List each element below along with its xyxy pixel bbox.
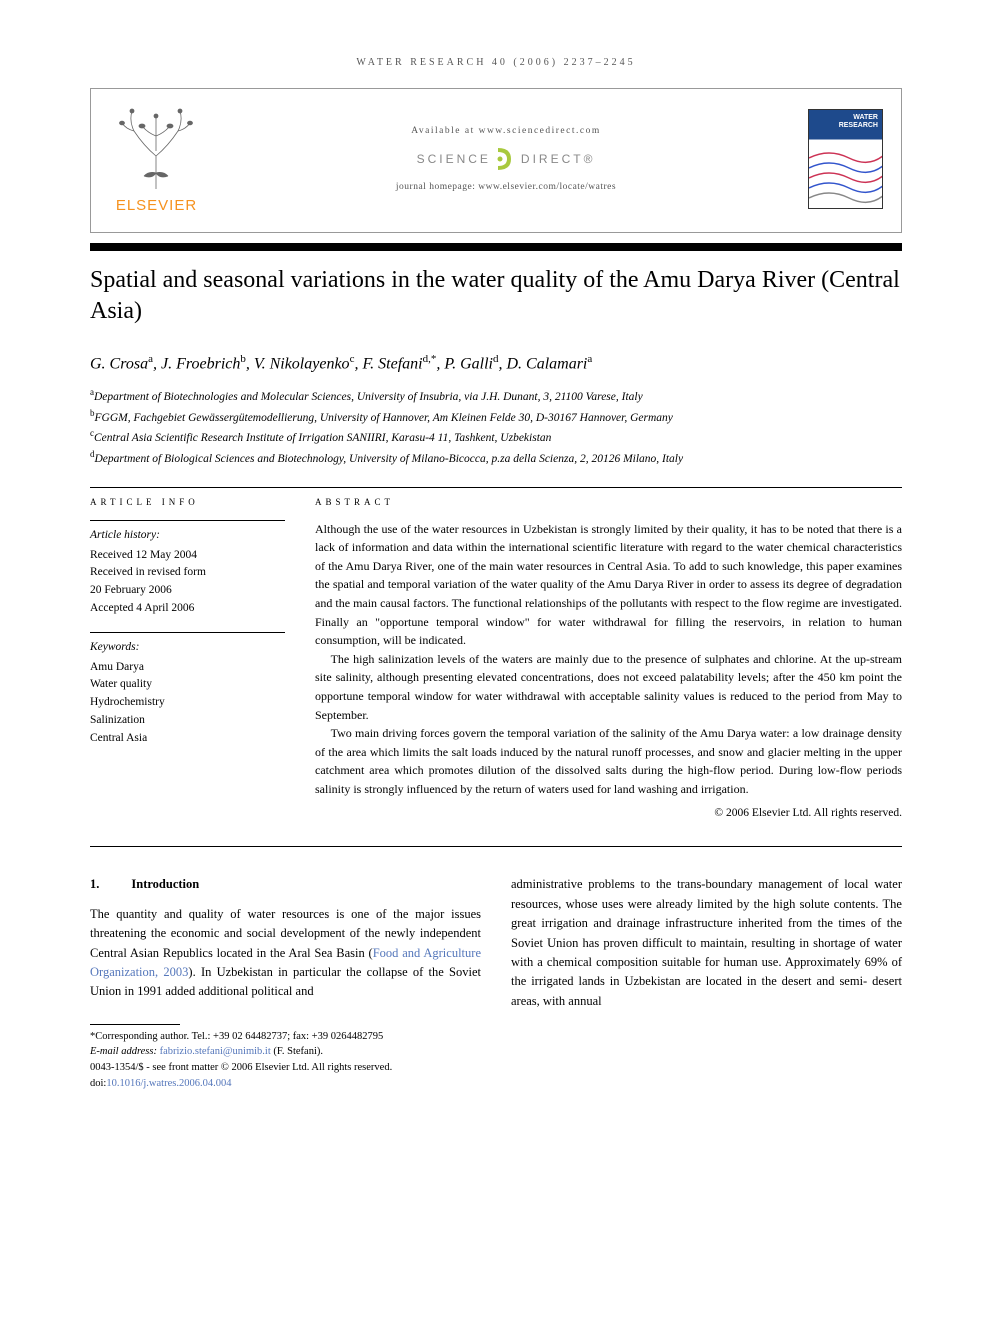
elsevier-logo: ELSEVIER [109,101,204,218]
journal-cover-thumbnail: WATER RESEARCH [808,109,883,209]
body-col-left: 1. Introduction The quantity and quality … [90,875,481,1091]
elsevier-wordmark: ELSEVIER [116,195,197,218]
email-author: (F. Stefani). [271,1046,323,1057]
article-title: Spatial and seasonal variations in the w… [90,265,902,327]
keyword: Salinization [90,712,285,730]
email-line: E-mail address: fabrizio.stefani@unimib.… [90,1044,481,1060]
intro-paragraph-left: The quantity and quality of water resour… [90,905,481,1002]
email-label: E-mail address: [90,1046,160,1057]
sciencedirect-logo: SCIENCE DIRECT® [417,146,596,172]
keyword: Hydrochemistry [90,694,285,712]
sd-left: SCIENCE [417,148,491,171]
doi-line: doi:10.1016/j.watres.2006.04.004 [90,1076,481,1092]
history-line: Received in revised form [90,564,285,582]
cover-waves-icon [809,143,883,208]
info-abstract-row: ARTICLE INFO Article history: Received 1… [90,496,902,823]
elsevier-tree-icon [114,101,199,191]
section-number: 1. [90,877,99,891]
masthead-center: Available at www.sciencedirect.com SCIEN… [224,122,788,196]
footnote-rule [90,1024,180,1025]
corresponding-author: *Corresponding author. Tel.: +39 02 6448… [90,1029,481,1045]
abstract-heading: ABSTRACT [315,496,902,510]
body-columns: 1. Introduction The quantity and quality … [90,875,902,1091]
abstract-p1: Although the use of the water resources … [315,520,902,650]
keyword: Amu Darya [90,659,285,677]
divider [90,487,902,488]
abstract-column: ABSTRACT Although the use of the water r… [315,496,902,823]
divider [90,846,902,847]
keywords-label: Keywords: [90,639,285,657]
cover-title: WATER RESEARCH [839,114,878,129]
keyword: Central Asia [90,730,285,748]
history-line: Accepted 4 April 2006 [90,600,285,618]
article-info-heading: ARTICLE INFO [90,496,285,510]
journal-homepage-text: journal homepage: www.elsevier.com/locat… [224,178,788,196]
section-heading: 1. Introduction [90,875,481,894]
front-matter-line: 0043-1354/$ - see front matter © 2006 El… [90,1060,481,1076]
affiliations-block: aDepartment of Biotechnologies and Molec… [90,386,902,469]
section-title: Introduction [131,877,199,891]
available-at-text: Available at www.sciencedirect.com [224,122,788,140]
body-col-right: administrative problems to the trans-bou… [511,875,902,1091]
masthead-box: ELSEVIER Available at www.sciencedirect.… [90,88,902,233]
cover-title-line1: WATER [839,114,878,122]
footnotes-block: *Corresponding author. Tel.: +39 02 6448… [90,1029,481,1092]
intro-paragraph-right: administrative problems to the trans-bou… [511,875,902,1011]
abstract-p3: Two main driving forces govern the tempo… [315,724,902,798]
email-link[interactable]: fabrizio.stefani@unimib.it [160,1046,271,1057]
doi-link[interactable]: 10.1016/j.watres.2006.04.004 [106,1078,231,1089]
copyright-line: © 2006 Elsevier Ltd. All rights reserved… [315,805,902,823]
article-info-column: ARTICLE INFO Article history: Received 1… [90,496,285,823]
abstract-p2: The high salinization levels of the wate… [315,650,902,724]
history-label: Article history: [90,527,285,545]
running-header: WATER RESEARCH 40 (2006) 2237–2245 [90,55,902,70]
title-bar [90,243,902,251]
keyword: Water quality [90,676,285,694]
keywords-block: Keywords: Amu Darya Water quality Hydroc… [90,632,285,748]
sd-d-icon [495,146,517,172]
history-line: 20 February 2006 [90,582,285,600]
cover-title-line2: RESEARCH [839,122,878,130]
article-history-block: Article history: Received 12 May 2004 Re… [90,520,285,618]
history-line: Received 12 May 2004 [90,547,285,565]
authors-line: G. Crosaa, J. Froebrichb, V. Nikolayenko… [90,351,902,376]
doi-label: doi: [90,1078,106,1089]
sd-right: DIRECT® [521,148,596,171]
